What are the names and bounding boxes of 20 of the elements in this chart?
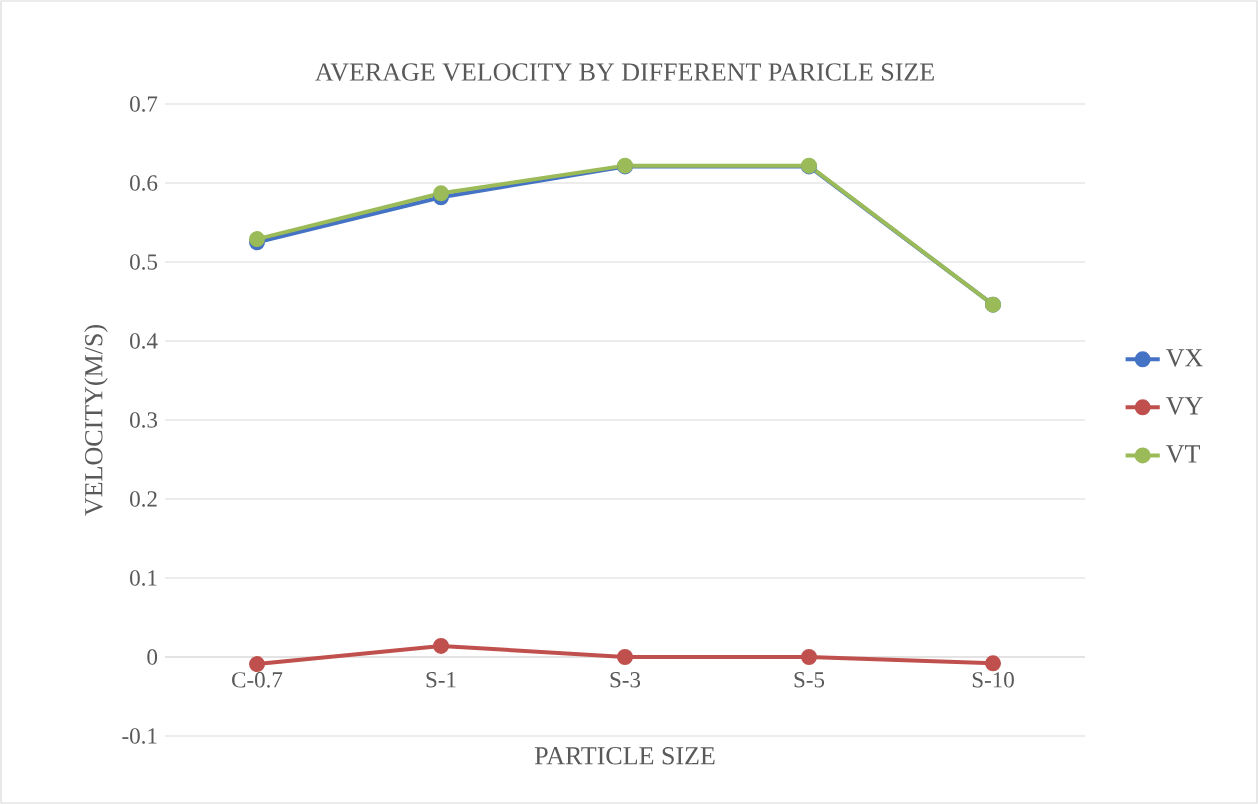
legend-label: VT <box>1166 445 1200 463</box>
y-tick-label: 0.4 <box>130 333 158 349</box>
y-tick-label: 0.2 <box>130 491 157 507</box>
y-axis-title: VELOCITY(M/S) <box>84 325 108 516</box>
y-tick-label: 0.7 <box>130 96 158 112</box>
legend-label: VX <box>1166 349 1203 367</box>
x-tick-label: C-0.7 <box>232 672 283 688</box>
y-tick-label: 0.1 <box>130 570 157 586</box>
x-axis-title: PARTICLE SIZE <box>534 747 715 765</box>
legend-label: VY <box>1166 397 1203 415</box>
y-tick-label: -0.1 <box>122 728 157 744</box>
y-tick-label: 0.3 <box>130 412 158 428</box>
y-tick-label: 0.5 <box>130 254 158 270</box>
y-tick-label: 0 <box>147 649 158 665</box>
y-tick-label: 0.6 <box>130 175 158 191</box>
x-tick-label: S-5 <box>794 672 825 688</box>
x-tick-label: S-3 <box>610 672 641 688</box>
chart-title: AVERAGE VELOCITY BY DIFFERENT PARICLE SIZE <box>315 63 934 81</box>
x-tick-label: S-10 <box>972 672 1014 688</box>
x-tick-label: S-1 <box>426 672 456 688</box>
